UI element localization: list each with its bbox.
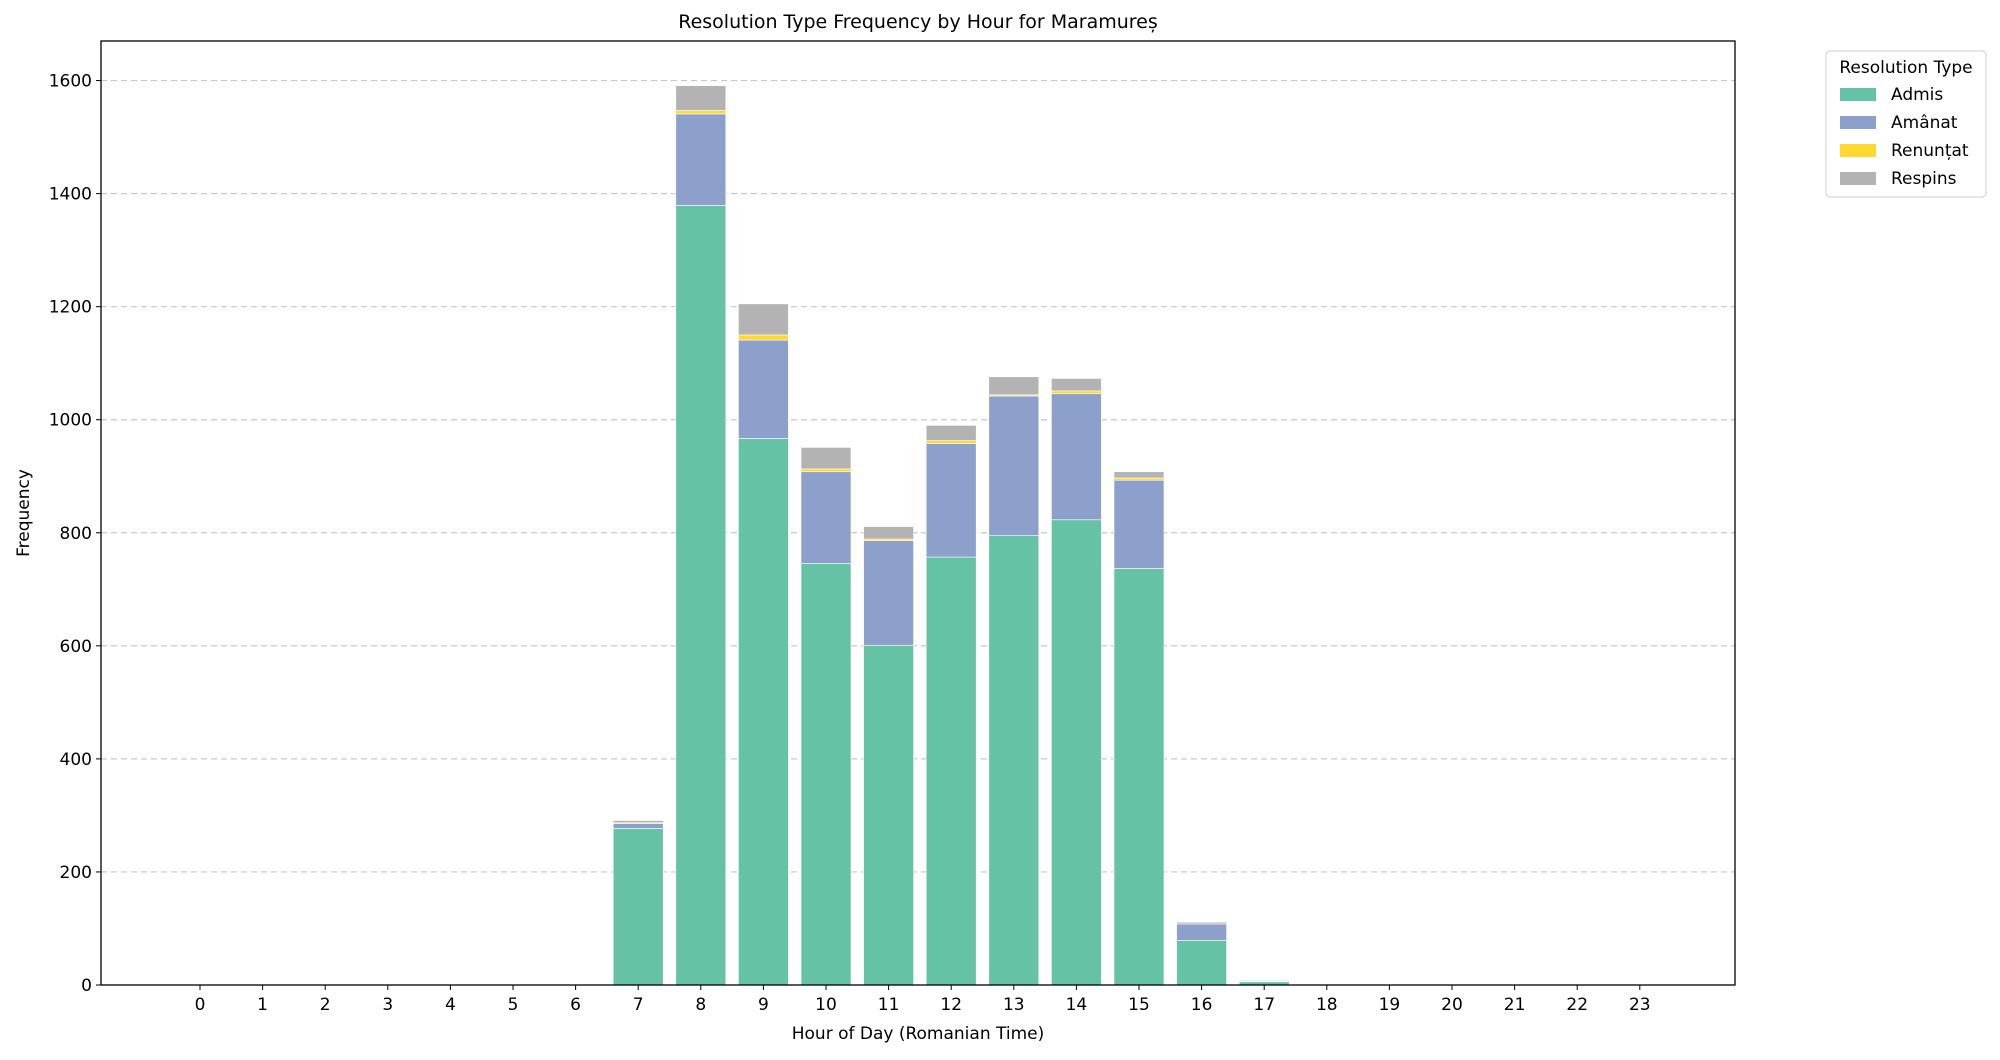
bar-renunțat (1051, 390, 1102, 395)
x-tick-label: 2 (320, 995, 331, 1015)
legend-title: Resolution Type (1839, 58, 1972, 78)
bar-respins (1176, 921, 1227, 925)
bar-renunțat (925, 440, 977, 444)
bar-renunțat (675, 110, 727, 115)
bar-respins (925, 425, 977, 441)
legend-swatch (1840, 116, 1876, 129)
bar-renunțat (800, 468, 852, 473)
bar-respins (1051, 378, 1102, 392)
x-tick-label: 6 (570, 995, 581, 1015)
legend-swatch (1840, 172, 1876, 185)
bar-admis (738, 438, 789, 986)
x-tick-label: 20 (1441, 995, 1463, 1015)
x-tick-label: 18 (1316, 995, 1338, 1015)
legend-label: Admis (1891, 85, 1943, 105)
bar-respins (988, 376, 1040, 396)
bar-admis (1113, 568, 1165, 986)
bar-amânat (1051, 393, 1102, 521)
x-axis-label: Hour of Day (Romanian Time) (792, 1024, 1045, 1044)
legend-label: Amânat (1891, 113, 1958, 133)
legend: Resolution Type Admis Amânat Renunțat Respi… (1825, 50, 1987, 198)
legend-label: Respins (1891, 169, 1957, 189)
bar-respins (612, 820, 664, 824)
x-tick-label: 3 (382, 995, 393, 1015)
bar-amânat (1176, 923, 1227, 941)
x-axis: 0 1 2 3 4 5 6 7 8 9 10 11 12 13 14 15 16 17 18 19 20 21 22 23 (195, 985, 1651, 1015)
bar-respins (675, 85, 727, 111)
x-tick-label: 0 (195, 995, 206, 1015)
bar-amânat (988, 395, 1040, 536)
x-tick-label: 14 (1066, 995, 1088, 1015)
x-tick-label: 10 (815, 995, 837, 1015)
x-tick-label: 7 (633, 995, 644, 1015)
bar-amânat (1113, 479, 1165, 569)
legend-frame (1825, 50, 1987, 198)
x-tick-label: 1 (257, 995, 268, 1015)
y-tick-label: 600 (60, 637, 92, 657)
y-tick-label: 1000 (49, 411, 92, 431)
y-tick-label: 400 (60, 750, 92, 770)
legend-swatch (1840, 144, 1876, 157)
gridlines (101, 79, 1735, 873)
x-tick-label: 4 (445, 995, 456, 1015)
bar-respins (1113, 471, 1165, 479)
y-tick-label: 800 (60, 524, 92, 544)
bar-admis (675, 205, 727, 986)
bar-amânat (800, 471, 852, 564)
x-tick-label: 16 (1191, 995, 1213, 1015)
x-tick-label: 9 (758, 995, 769, 1015)
x-tick-label: 15 (1128, 995, 1150, 1015)
bar-admis (800, 563, 852, 986)
x-tick-label: 21 (1504, 995, 1526, 1015)
bar-respins (738, 303, 789, 336)
x-tick-label: 8 (695, 995, 706, 1015)
plot-frame (100, 40, 1736, 986)
bar-respins (1238, 980, 1290, 982)
bar-respins (800, 447, 852, 470)
y-axis: 0 200 400 600 800 1000 1200 1400 1600 (49, 72, 101, 996)
bar-amânat (863, 540, 914, 646)
x-tick-label: 5 (508, 995, 519, 1015)
x-tick-label: 23 (1629, 995, 1651, 1015)
bar-amânat (738, 339, 789, 439)
bars (612, 85, 1290, 986)
y-tick-label: 1400 (49, 185, 92, 205)
x-tick-label: 17 (1253, 995, 1275, 1015)
bar-admis (988, 535, 1040, 986)
bar-admis (925, 556, 977, 986)
bar-amânat (675, 113, 727, 206)
x-tick-label: 19 (1379, 995, 1401, 1015)
y-tick-label: 1200 (49, 298, 92, 318)
bar-admis (612, 828, 664, 986)
chart-title: Resolution Type Frequency by Hour for Ma… (678, 11, 1158, 33)
y-tick-label: 0 (81, 976, 92, 996)
x-tick-label: 22 (1566, 995, 1588, 1015)
y-axis-label: Frequency (14, 469, 34, 557)
bar-respins (863, 526, 914, 540)
bar-amânat (612, 823, 664, 829)
y-tick-label: 1600 (49, 72, 92, 92)
x-tick-label: 12 (940, 995, 962, 1015)
bar-admis (1051, 519, 1102, 986)
bar-amânat (925, 443, 977, 558)
bar-renunțat (738, 334, 789, 341)
x-tick-label: 13 (1003, 995, 1025, 1015)
bar-admis (863, 644, 914, 986)
legend-label: Renunțat (1891, 141, 1969, 161)
y-tick-label: 200 (60, 863, 92, 883)
legend-swatch (1840, 88, 1876, 101)
bar-admis (1176, 940, 1227, 986)
x-tick-label: 11 (878, 995, 900, 1015)
bar-renunțat (1113, 477, 1165, 481)
